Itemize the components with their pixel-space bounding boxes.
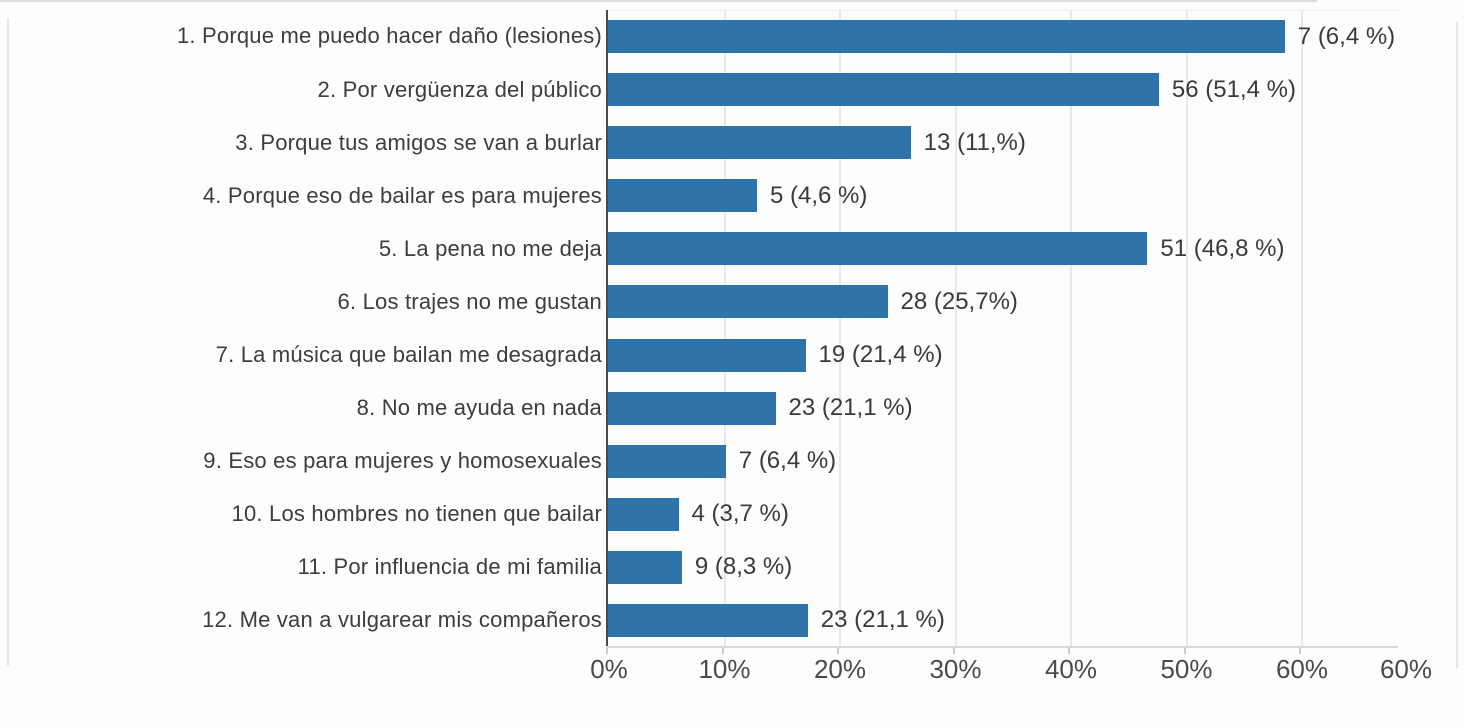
bar-row: 6. Los trajes no me gustan 28 (25,7%) bbox=[0, 275, 1400, 328]
bottom-divider-line bbox=[0, 0, 1317, 2]
value-label: 9 (8,3 %) bbox=[694, 553, 793, 581]
x-tick-label: 40% bbox=[1044, 654, 1098, 684]
bar bbox=[608, 444, 726, 478]
bar-row: 12. Me van a vulgarear mis compañeros 23… bbox=[0, 594, 1400, 647]
value-label: 23 (21,1 %) bbox=[788, 394, 913, 422]
value-label: 7 (6,4 %) bbox=[1297, 22, 1396, 50]
bar-row: 11. Por influencia de mi familia 9 (8,3 … bbox=[0, 541, 1400, 594]
y-axis-line bbox=[606, 10, 608, 649]
x-axis-labels: 0% 10% 20% 30% 40% 50% 60% 60% bbox=[0, 652, 1464, 692]
value-label: 19 (21,4 %) bbox=[818, 341, 943, 368]
value-label: 51 (46,8 %) bbox=[1160, 234, 1285, 262]
category-label: 9. Eso es para mujeres y homosexuales bbox=[203, 448, 602, 474]
value-label: 7 (6,4 %) bbox=[738, 447, 837, 475]
bar bbox=[608, 391, 776, 425]
bar-row: 10. Los hombres no tienen que bailar 4 (… bbox=[0, 488, 1400, 541]
card-border-right bbox=[1456, 22, 1458, 668]
x-tick-mark bbox=[1183, 648, 1186, 654]
bar bbox=[608, 603, 808, 637]
bar bbox=[608, 338, 806, 372]
x-axis-line bbox=[606, 646, 1398, 648]
plot-top-border bbox=[608, 10, 1400, 11]
gridline-20pct bbox=[839, 10, 841, 647]
x-tick-mark bbox=[721, 648, 724, 654]
category-label: 6. Los trajes no me gustan bbox=[337, 288, 602, 314]
gridline-60pct bbox=[1301, 10, 1303, 647]
gridline-30pct bbox=[954, 10, 957, 647]
bar bbox=[608, 550, 682, 584]
x-tick-label: 50% bbox=[1160, 654, 1213, 684]
gridline-50pct bbox=[1185, 10, 1188, 647]
x-tick-label: 30% bbox=[929, 654, 982, 684]
gridline-10pct bbox=[723, 10, 726, 647]
category-label: 4. Porque eso de bailar es para mujeres bbox=[202, 182, 602, 208]
value-label: 13 (11,%) bbox=[923, 128, 1026, 156]
category-label: 3. Porque tus amigos se van a burlar bbox=[235, 129, 602, 155]
bar bbox=[608, 126, 911, 160]
category-label: 11. Por influencia de mi familia bbox=[297, 554, 602, 580]
x-tick-mark bbox=[606, 648, 608, 654]
category-label: 1. Porque me puedo hacer daño (lesiones) bbox=[176, 23, 602, 49]
bar bbox=[608, 497, 679, 531]
bar-row: 8. No me ayuda en nada 23 (21,1 %) bbox=[0, 382, 1400, 435]
bar bbox=[608, 285, 888, 319]
x-tick-mark bbox=[952, 648, 955, 654]
bar-row: 7. La música que bailan me desagrada 19 … bbox=[0, 328, 1400, 381]
x-tick-label: 60% bbox=[1275, 654, 1329, 684]
x-tick-label: 10% bbox=[698, 654, 751, 684]
x-tick-mark bbox=[1068, 648, 1070, 654]
value-label: 4 (3,7 %) bbox=[691, 500, 789, 528]
x-tick-label: 60% bbox=[1379, 654, 1433, 684]
category-label: 2. Por vergüenza del público bbox=[317, 76, 602, 102]
bar-rows: 1. Porque me puedo hacer daño (lesiones)… bbox=[0, 10, 1400, 647]
bar-row: 9. Eso es para mujeres y homosexuales 7 … bbox=[0, 435, 1400, 488]
bar-row: 2. Por vergüenza del público 56 (51,4 %) bbox=[0, 63, 1400, 116]
x-tick-mark bbox=[1299, 648, 1301, 654]
category-label: 5. La pena no me deja bbox=[378, 235, 602, 261]
x-tick-mark bbox=[837, 648, 839, 654]
bar-row: 5. La pena no me deja 51 (46,8 %) bbox=[0, 222, 1400, 275]
bar-row: 1. Porque me puedo hacer daño (lesiones)… bbox=[0, 10, 1400, 63]
bar-row: 4. Porque eso de bailar es para mujeres … bbox=[0, 169, 1400, 222]
category-label: 8. No me ayuda en nada bbox=[356, 394, 602, 420]
card-border-left bbox=[7, 18, 9, 666]
plot-area: 1. Porque me puedo hacer daño (lesiones)… bbox=[0, 10, 1400, 654]
bar bbox=[608, 232, 1148, 266]
bar-row: 3. Porque tus amigos se van a burlar 13 … bbox=[0, 116, 1400, 169]
x-tick-label: 0% bbox=[590, 654, 628, 684]
bar bbox=[608, 179, 757, 213]
value-label: 28 (25,7%) bbox=[900, 287, 1018, 315]
category-label: 7. La música que bailan me desagrada bbox=[215, 341, 602, 367]
value-label: 56 (51,4 %) bbox=[1171, 75, 1296, 103]
bar bbox=[608, 73, 1159, 107]
category-label: 12. Me van a vulgarear mis compañeros bbox=[202, 607, 602, 633]
x-tick-label: 20% bbox=[813, 654, 867, 684]
bar bbox=[608, 20, 1285, 54]
value-label: 23 (21,1 %) bbox=[820, 606, 945, 634]
value-label: 5 (4,6 %) bbox=[770, 181, 868, 209]
category-label: 10. Los hombres no tienen que bailar bbox=[231, 501, 602, 527]
gridline-40pct bbox=[1070, 10, 1072, 647]
